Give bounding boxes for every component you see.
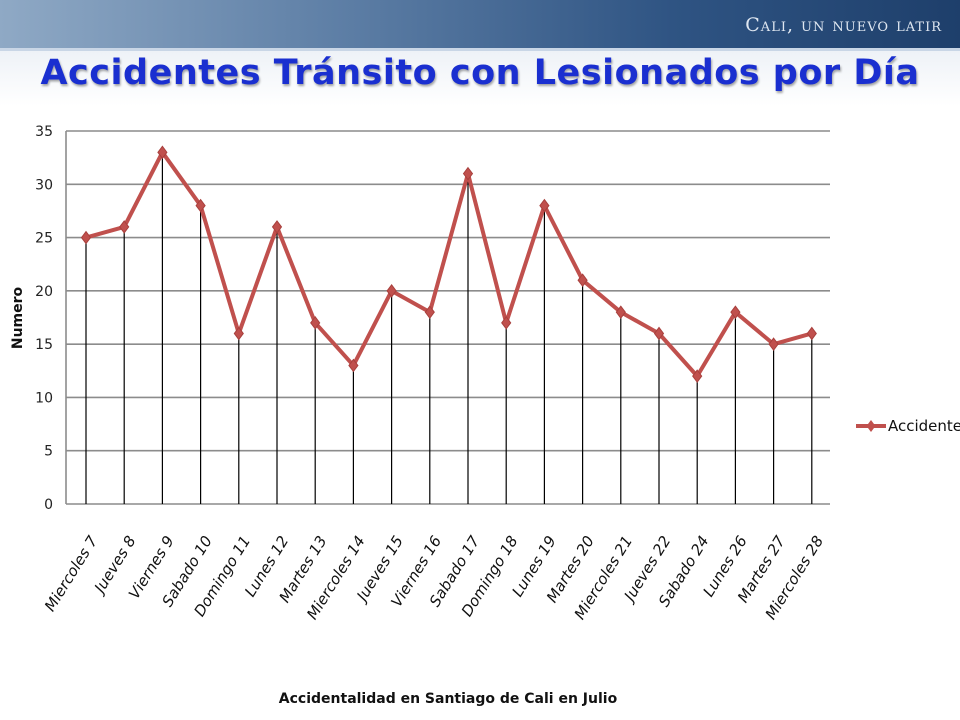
- data-point-6: [310, 315, 321, 330]
- y-axis-label: Numero: [10, 286, 26, 349]
- y-axis-ticks: 0 5 10 15 20 25 30 35: [35, 124, 53, 513]
- header-divider: [0, 48, 960, 51]
- legend-label-accidentes: Accidentes: [888, 417, 960, 435]
- data-point-15: [653, 326, 665, 341]
- data-point-17: [730, 305, 741, 320]
- x-axis-label: Accidentalidad en Santiago de Cali en Ju…: [279, 691, 618, 707]
- brand-logo-text: Cali, un nuevo latir: [745, 14, 942, 36]
- y-tick-label-10: 10: [35, 390, 53, 406]
- data-point-10: [462, 166, 474, 181]
- data-point-2: [157, 145, 168, 160]
- data-point-14: [615, 305, 626, 320]
- data-point-3: [195, 198, 206, 213]
- header-bar: [0, 0, 960, 48]
- y-tick-label-25: 25: [35, 231, 53, 247]
- data-point-0: [80, 230, 92, 245]
- y-tick-label-20: 20: [35, 284, 53, 300]
- page-title: Accidentes Tránsito con Lesionados por D…: [40, 53, 920, 93]
- data-point-8: [386, 284, 397, 298]
- chart-legend: Accidentes: [856, 417, 960, 435]
- series-line-accidentes: [85, 150, 813, 379]
- y-tick-label-15: 15: [35, 337, 53, 353]
- y-tick-label-5: 5: [44, 444, 53, 460]
- data-point-18: [768, 337, 779, 351]
- data-point-7: [348, 358, 359, 373]
- y-tick-label-30: 30: [35, 177, 53, 193]
- x-tick-label-0: Miercoles 7: [41, 532, 102, 614]
- data-point-13: [577, 273, 588, 288]
- title-band: [0, 51, 960, 106]
- data-point-11: [501, 315, 512, 330]
- data-point-12: [539, 198, 550, 213]
- data-point-4: [233, 326, 244, 341]
- legend-marker: [866, 420, 876, 432]
- data-point-1: [119, 220, 130, 234]
- data-point-16: [692, 369, 703, 383]
- y-tick-label-0: 0: [44, 497, 53, 513]
- data-point-5: [271, 220, 283, 234]
- chart-drop-lines: [85, 152, 813, 504]
- chart-grid: [65, 130, 830, 505]
- data-point-19: [806, 326, 817, 341]
- data-point-9: [424, 305, 435, 320]
- y-tick-label-35: 35: [35, 124, 53, 140]
- chart-series: [80, 145, 817, 383]
